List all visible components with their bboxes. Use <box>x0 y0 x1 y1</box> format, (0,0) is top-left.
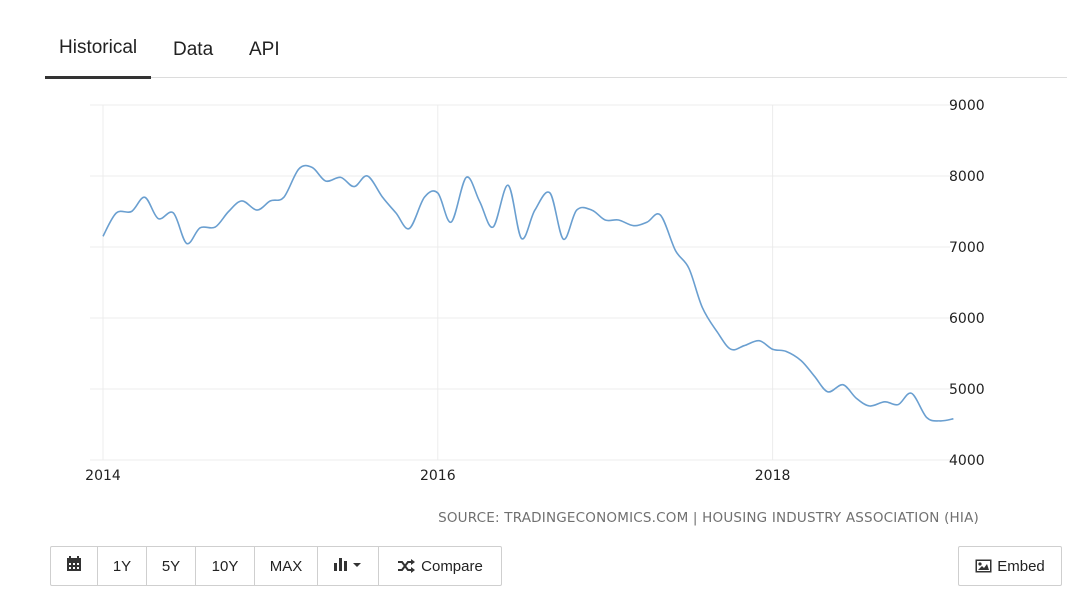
embed-button[interactable]: Embed <box>958 546 1062 586</box>
calendar-icon <box>66 556 82 576</box>
series-line <box>102 164 954 422</box>
y-tick-label: 9000 <box>949 98 985 114</box>
y-axis: 9000 8000 7000 6000 5000 4000 <box>949 98 985 469</box>
source-attribution: SOURCE: TRADINGECONOMICS.COM | HOUSING I… <box>438 510 979 526</box>
y-tick-label: 7000 <box>949 240 985 256</box>
tab-data[interactable]: Data <box>173 39 214 60</box>
compare-label: Compare <box>421 557 483 575</box>
chart-type-dropdown[interactable] <box>317 546 379 586</box>
range-5y-button[interactable]: 5Y <box>146 546 196 586</box>
chart-grid <box>90 104 950 461</box>
y-tick-label: 4000 <box>949 453 985 469</box>
x-tick-label: 2016 <box>420 468 456 484</box>
range-10y-button[interactable]: 10Y <box>195 546 255 586</box>
tab-bar: Historical Data API <box>45 28 1067 79</box>
range-max-button[interactable]: MAX <box>254 546 318 586</box>
y-tick-label: 6000 <box>949 311 985 327</box>
shuffle-icon <box>397 559 416 573</box>
compare-button[interactable]: Compare <box>378 546 502 586</box>
x-axis: 2014 2016 2018 <box>85 468 790 484</box>
tab-api[interactable]: API <box>249 39 280 60</box>
range-1y-button[interactable]: 1Y <box>97 546 147 586</box>
chart-toolbar: 1Y 5Y 10Y MAX Compare <box>50 546 502 586</box>
x-tick-label: 2014 <box>85 468 121 484</box>
calendar-button[interactable] <box>50 546 98 586</box>
y-tick-label: 8000 <box>949 169 985 185</box>
image-icon <box>975 559 992 573</box>
line-chart: 2014 2016 2018 9000 8000 7000 6000 5000 4000 <box>85 98 985 484</box>
embed-label: Embed <box>997 557 1045 575</box>
tab-historical[interactable]: Historical <box>45 38 152 79</box>
y-tick-label: 5000 <box>949 382 985 398</box>
x-tick-label: 2018 <box>755 468 791 484</box>
bar-chart-dropdown-icon <box>333 556 363 576</box>
